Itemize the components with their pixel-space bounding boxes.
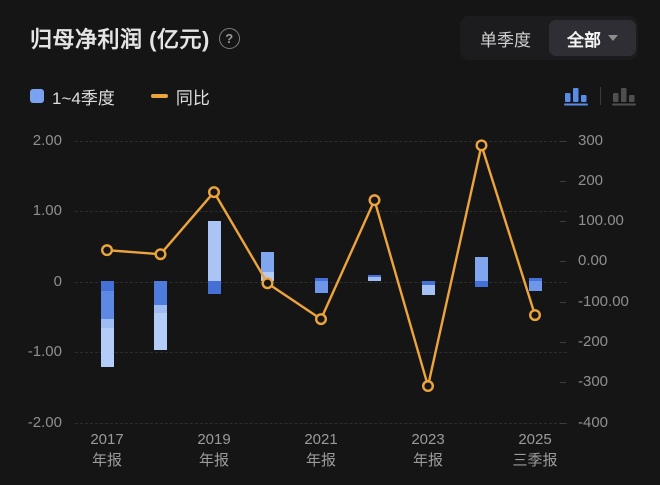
yoy-line-point[interactable]: [422, 380, 435, 393]
left-axis-tick-label: -2.00: [27, 413, 62, 431]
left-axis-tick-label: 2.00: [32, 131, 62, 149]
right-axis-tick-mark: [560, 382, 566, 384]
bar-segment[interactable]: [475, 257, 488, 282]
left-axis-tick-label: 1.00: [32, 202, 62, 220]
yoy-line-point[interactable]: [529, 309, 542, 322]
right-axis-tick-label: 100.00: [578, 212, 624, 230]
help-icon[interactable]: ?: [218, 27, 240, 49]
yoy-line: [106, 140, 537, 387]
right-axis-tick-label: 200: [578, 171, 604, 189]
stacked-bar-view-icon[interactable]: [563, 84, 590, 108]
yoy-line-point[interactable]: [207, 186, 220, 199]
bar-segment[interactable]: [207, 281, 221, 295]
right-axis-tick-mark: [560, 140, 566, 142]
bar-segment[interactable]: [100, 281, 114, 291]
page-title: 归母净利润 (亿元): [30, 27, 210, 52]
divider: [600, 87, 601, 105]
gridline: [75, 352, 567, 354]
right-axis-tick-mark: [560, 261, 566, 263]
bar-segment[interactable]: [368, 277, 381, 282]
bar-series-label: 1~4季度: [52, 88, 115, 108]
right-axis-tick-mark: [560, 180, 566, 182]
view-switcher: [563, 84, 638, 108]
bar-segment[interactable]: [100, 328, 114, 367]
right-axis-tick-mark: [560, 422, 566, 424]
x-axis-tick-label: 2023 年报: [411, 431, 445, 469]
line-series-label: 同比: [175, 88, 210, 108]
bar-segment[interactable]: [475, 281, 488, 288]
yoy-line-point[interactable]: [261, 277, 274, 290]
bar-segment[interactable]: [528, 277, 542, 282]
right-axis-tick-label: -300: [578, 373, 609, 391]
bar-segment[interactable]: [207, 221, 221, 282]
gridline: [75, 211, 567, 213]
yoy-line-point[interactable]: [368, 194, 381, 207]
left-axis-tick-label: 0: [53, 272, 62, 290]
right-axis-tick-mark: [560, 342, 566, 344]
right-axis-tick-label: -400: [578, 413, 609, 431]
bar-segment[interactable]: [154, 304, 167, 314]
bar-segment[interactable]: [261, 252, 274, 273]
bar-segment[interactable]: [421, 284, 435, 295]
period-toggle: 单季度 全部: [460, 16, 638, 60]
x-axis-tick-label: 2019 年报: [197, 431, 231, 469]
bar-segment[interactable]: [154, 281, 167, 305]
right-axis-tick-mark: [560, 301, 566, 303]
caret-down-icon: [608, 35, 618, 41]
toggle-option-single-quarter[interactable]: 单季度: [480, 30, 531, 50]
x-axis-tick-label: 2025 三季报: [512, 431, 558, 469]
gridline: [75, 422, 567, 424]
right-axis-tick-label: 300: [578, 131, 604, 149]
bar-segment[interactable]: [100, 290, 114, 319]
yoy-line-point[interactable]: [100, 244, 113, 257]
yoy-line-point[interactable]: [315, 313, 328, 326]
yoy-line-point[interactable]: [475, 139, 488, 152]
yoy-line-point[interactable]: [154, 248, 167, 261]
bar-segment[interactable]: [154, 313, 167, 350]
right-axis-tick-label: -200: [578, 333, 609, 351]
right-axis-tick-label: -100.00: [578, 292, 629, 310]
line-series-swatch: [150, 94, 168, 98]
single-bar-view-icon[interactable]: [611, 84, 638, 108]
bar-segment[interactable]: [314, 277, 328, 282]
bar-segment[interactable]: [528, 281, 542, 291]
right-axis-tick-label: 0.00: [578, 252, 608, 270]
bar-segment[interactable]: [100, 318, 114, 329]
legend-row: 1~4季度 同比: [30, 84, 638, 108]
gridline: [75, 140, 567, 142]
bar-segment[interactable]: [261, 272, 274, 282]
left-axis-tick-label: -1.00: [27, 343, 62, 361]
bar-segment[interactable]: [421, 281, 435, 285]
bar-segment[interactable]: [314, 281, 328, 293]
right-axis-tick-mark: [560, 221, 566, 223]
toggle-option-all[interactable]: 全部: [549, 20, 636, 56]
header: 归母净利润 (亿元) ?: [30, 22, 240, 54]
x-axis-tick-label: 2021 年报: [304, 431, 338, 469]
bar-series-swatch: [30, 89, 44, 103]
x-axis-tick-label: 2017 年报: [90, 431, 124, 469]
bar-segment[interactable]: [368, 275, 381, 278]
